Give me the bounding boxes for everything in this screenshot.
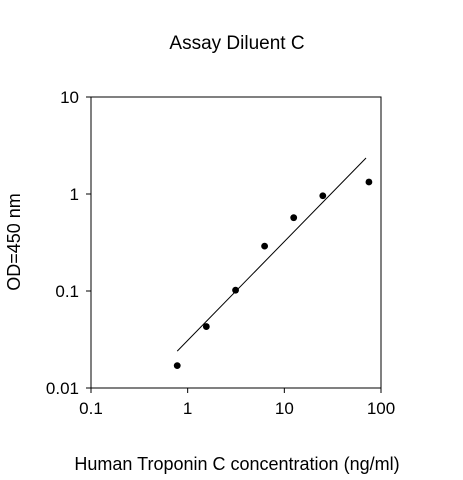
data-point	[202, 323, 210, 330]
fit-line	[176, 157, 367, 352]
plot-area	[90, 96, 382, 389]
y-axis: 0.01 0.1 1 10	[46, 88, 91, 398]
data-point	[232, 286, 239, 294]
fit-line-group	[176, 157, 367, 352]
data-point	[290, 214, 298, 222]
data-point	[365, 178, 373, 186]
chart-title: Assay Diluent C	[169, 33, 304, 54]
x-tick-label: 1	[183, 399, 192, 418]
y-axis-label: OD=450 nm	[4, 193, 24, 291]
y-tick-label: 10	[60, 88, 79, 107]
y-tick-label: 0.1	[55, 282, 79, 301]
x-axis: 0.1 1 10 100	[79, 388, 395, 418]
y-tick-label: 0.01	[46, 379, 79, 398]
x-tick-label: 0.1	[79, 399, 103, 418]
data-points	[173, 178, 373, 370]
data-point	[261, 242, 269, 250]
y-tick-label: 1	[70, 185, 79, 204]
data-point	[173, 362, 181, 370]
x-tick-label: 10	[275, 399, 294, 418]
data-point	[319, 192, 327, 200]
x-tick-label: 100	[367, 399, 395, 418]
x-axis-label: Human Troponin C concentration (ng/ml)	[74, 454, 399, 474]
